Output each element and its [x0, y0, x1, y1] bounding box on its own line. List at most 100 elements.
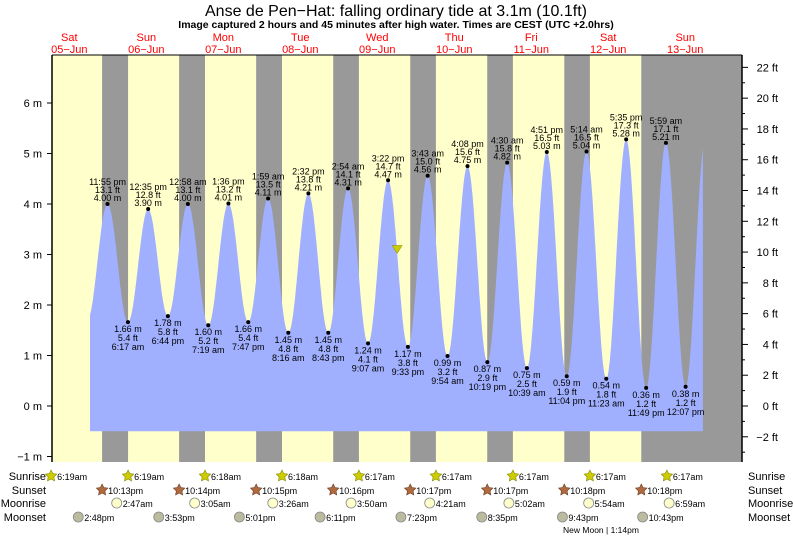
moonrise-icon — [267, 497, 279, 509]
low-tide-ft-label: 4.1 ft — [358, 354, 379, 364]
left-axis-tick-label: 6 m — [24, 98, 42, 110]
high-tide-time-label: 11:55 pm — [89, 177, 126, 187]
low-tide-time-label: 10:19 pm — [469, 382, 507, 392]
day-date: 09−Jun — [359, 44, 395, 56]
low-tide-time-label: 7:47 pm — [232, 342, 265, 352]
moonset-time: 8:35pm — [488, 513, 518, 523]
low-tide-m-label: 0.75 m — [513, 370, 541, 380]
high-tide-ft-label: 13.8 ft — [296, 174, 322, 184]
sunrise-icon — [198, 469, 212, 482]
moonset-time: 2:48pm — [84, 513, 114, 523]
right-axis-tick-label: −2 ft — [756, 432, 778, 444]
low-tide-time-label: 6:44 pm — [152, 336, 185, 346]
high-tide-point — [663, 140, 668, 145]
high-tide-time-label: 4:30 am — [491, 136, 524, 146]
moonrise-time: 3:05am — [201, 499, 231, 509]
low-tide-point — [286, 330, 291, 335]
low-tide-ft-label: 5.4 ft — [118, 333, 139, 343]
left-axis-tick-label: 2 m — [24, 300, 42, 312]
high-tide-ft-label: 15.0 ft — [415, 157, 441, 167]
high-tide-ft-label: 13.1 ft — [175, 185, 201, 195]
low-tide-point — [165, 314, 170, 319]
high-tide-time-label: 3:43 am — [411, 149, 444, 159]
sunset-row-label-left: Sunset — [12, 485, 46, 497]
right-axis-tick-label: 14 ft — [757, 186, 778, 198]
low-tide-m-label: 0.54 m — [592, 381, 620, 391]
low-tide-point — [445, 354, 450, 359]
low-tide-ft-label: 2.9 ft — [477, 373, 498, 383]
high-tide-time-label: 1:59 am — [252, 171, 285, 181]
right-axis-tick-label: 2 ft — [763, 370, 778, 382]
sunset-time: 10:17pm — [493, 486, 528, 496]
sunset-icon — [403, 483, 417, 496]
moonset-icon — [557, 511, 568, 523]
moonrise-row-label-right: Moonrise — [748, 498, 793, 510]
sunrise-icon — [660, 469, 674, 482]
low-tide-ft-label: 3.8 ft — [398, 358, 419, 368]
moonrise-icon — [583, 497, 595, 509]
day-date: 13−Jun — [667, 44, 703, 56]
moonrise-time: 3:26am — [279, 499, 309, 509]
moonset-time: 3:53pm — [165, 513, 195, 523]
sunset-time: 10:13pm — [108, 486, 143, 496]
high-tide-ft-label: 16.5 ft — [534, 133, 560, 143]
sunset-time: 10:16pm — [339, 486, 374, 496]
left-axis-tick-label: 3 m — [24, 250, 42, 262]
high-tide-m-label: 4.56 m — [414, 165, 442, 175]
low-tide-ft-label: 3.2 ft — [438, 367, 459, 377]
low-tide-time-label: 10:39 am — [508, 388, 546, 398]
day-date: 06−Jun — [128, 44, 164, 56]
sunset-row-label-right: Sunset — [748, 485, 782, 497]
low-tide-time-label: 11:23 am — [588, 399, 625, 409]
low-tide-ft-label: 1.9 ft — [557, 387, 578, 397]
tide-area — [89, 139, 703, 432]
moonrise-row-label-left: Moonrise — [1, 498, 46, 510]
day-name: Sat — [600, 32, 617, 44]
sunrise-time: 6:17am — [519, 472, 549, 482]
day-name: Fri — [525, 32, 538, 44]
right-axis-tick-label: 10 ft — [757, 247, 778, 259]
low-tide-point — [604, 376, 609, 381]
high-tide-ft-label: 13.5 ft — [256, 179, 282, 189]
low-tide-m-label: 0.99 m — [434, 358, 462, 368]
moonset-icon — [72, 511, 84, 523]
day-date: 07−Jun — [205, 44, 241, 56]
left-axis-tick-label: 5 m — [24, 149, 42, 161]
high-tide-time-label: 12:58 am — [169, 177, 207, 187]
low-tide-time-label: 8:16 am — [272, 353, 305, 363]
day-name: Sat — [61, 32, 78, 44]
sunrise-time: 6:18am — [288, 472, 318, 482]
high-tide-time-label: 2:54 am — [332, 161, 365, 171]
moonset-time: 9:43pm — [568, 513, 598, 523]
high-tide-ft-label: 15.8 ft — [495, 144, 521, 154]
day-name: Sun — [136, 32, 156, 44]
moon-phase-label: New Moon | 1:14pm — [563, 525, 639, 535]
moonrise-icon — [345, 497, 357, 509]
high-tide-ft-label: 13.2 ft — [216, 184, 242, 194]
sunrise-time: 6:17am — [442, 472, 472, 482]
high-tide-point — [624, 137, 629, 142]
sunrise-time: 6:17am — [365, 472, 395, 482]
low-tide-m-label: 0.36 m — [632, 390, 660, 400]
current-tide-marker — [391, 245, 403, 254]
low-tide-m-label: 1.66 m — [234, 324, 262, 334]
sunset-icon — [634, 483, 648, 496]
moonset-icon — [233, 511, 245, 523]
moonset-icon — [637, 511, 649, 523]
sunrise-icon — [121, 469, 135, 482]
high-tide-m-label: 5.03 m — [533, 141, 561, 151]
high-tide-time-label: 5:14 am — [570, 124, 603, 134]
sunset-time: 10:18pm — [570, 486, 605, 496]
high-tide-ft-label: 17.3 ft — [614, 120, 640, 130]
moonrise-time: 5:02am — [515, 499, 545, 509]
sunset-icon — [480, 483, 494, 496]
chart-subtitle: Image captured 2 hours and 45 minutes af… — [178, 19, 613, 31]
high-tide-point — [185, 202, 190, 206]
low-tide-m-label: 0.59 m — [553, 378, 581, 388]
sunrise-time: 6:17am — [673, 472, 703, 482]
sunrise-time: 6:18am — [211, 472, 241, 482]
high-tide-m-label: 4.00 m — [174, 193, 202, 203]
right-axis-tick-label: 0 ft — [763, 401, 778, 413]
low-tide-ft-label: 5.2 ft — [198, 336, 219, 346]
